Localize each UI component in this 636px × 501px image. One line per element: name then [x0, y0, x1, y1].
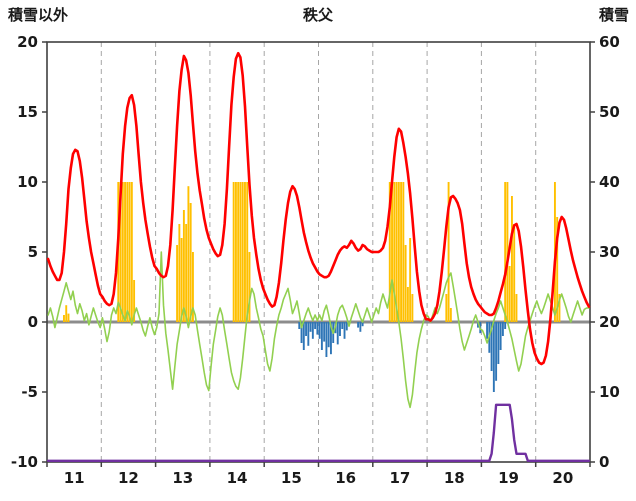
- left-axis-tick-label: 0: [28, 313, 38, 331]
- x-axis-tick-label: 20: [552, 469, 573, 487]
- chart-title: 秩父: [302, 6, 333, 24]
- x-axis-tick-label: 18: [444, 469, 465, 487]
- left-axis-tick-label: 10: [17, 173, 38, 191]
- right-axis-tick-label: 0: [599, 453, 609, 471]
- left-axis-tick-label: 5: [28, 243, 38, 261]
- x-axis-tick-label: 17: [390, 469, 411, 487]
- x-axis-tick-label: 12: [118, 469, 139, 487]
- red-line: [46, 51, 591, 366]
- x-axis-tick-label: 16: [335, 469, 356, 487]
- right-axis-tick-label: 20: [599, 313, 620, 331]
- x-axis-tick-label: 11: [64, 469, 85, 487]
- right-axis-tick-label: 40: [599, 173, 620, 191]
- right-axis-tick-label: 50: [599, 103, 620, 121]
- left-axis-tick-label: -10: [11, 453, 38, 471]
- x-axis-tick-label: 13: [172, 469, 193, 487]
- left-axis-tick-label: 15: [17, 103, 38, 121]
- right-axis-tick-label: 10: [599, 383, 620, 401]
- right-axis-tick-label: 30: [599, 243, 620, 261]
- green-line: [47, 251, 590, 409]
- left-axis-tick-label: -5: [21, 383, 38, 401]
- purple-line: [46, 403, 591, 462]
- left-axis-title: 積雪以外: [8, 6, 69, 24]
- x-axis-tick-label: 19: [498, 469, 519, 487]
- x-axis-tick-label: 15: [281, 469, 302, 487]
- blue-bars: [298, 322, 507, 392]
- orange-bars: [63, 182, 561, 322]
- right-axis-tick-label: 60: [599, 33, 620, 51]
- right-axis-title: 積雪: [598, 6, 629, 24]
- x-axis-tick-label: 14: [227, 469, 248, 487]
- left-axis-tick-label: 20: [17, 33, 38, 51]
